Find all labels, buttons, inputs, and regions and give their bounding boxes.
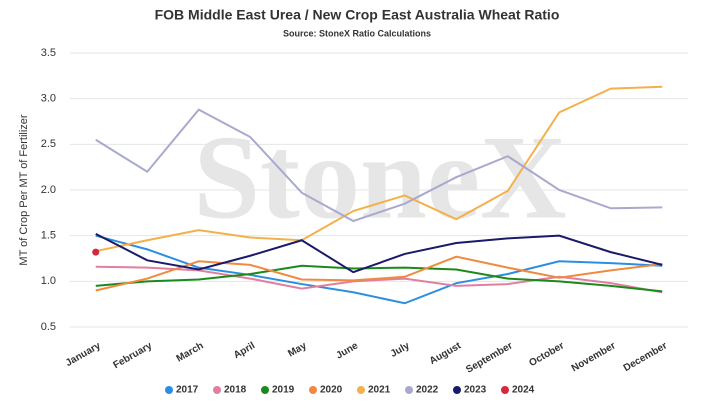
x-tick-label: June	[334, 340, 360, 361]
series-point	[92, 248, 100, 256]
x-tick-label: April	[232, 340, 257, 361]
legend-swatch	[165, 386, 173, 394]
x-tick-label: December	[622, 340, 669, 374]
y-tick-label: 2.5	[41, 138, 56, 150]
legend-swatch	[357, 386, 365, 394]
x-tick-label: November	[570, 340, 618, 374]
x-tick-label: September	[464, 340, 514, 375]
legend-swatch	[309, 386, 317, 394]
y-tick-label: 0.5	[41, 321, 56, 333]
legend-label: 2022	[416, 385, 439, 396]
series-line	[95, 265, 663, 294]
legend-label: 2024	[512, 385, 535, 396]
legend-swatch	[405, 386, 413, 394]
legend-label: 2019	[272, 385, 295, 396]
legend-label: 2023	[464, 385, 487, 396]
x-tick-label: January	[64, 340, 103, 369]
y-tick-label: 1.0	[41, 275, 56, 287]
x-tick-label: March	[175, 340, 206, 364]
series-line	[95, 108, 663, 223]
chart-subtitle: Source: StoneX Ratio Calculations	[283, 28, 431, 38]
series-line	[95, 85, 663, 253]
x-tick-label: August	[428, 340, 464, 367]
legend-swatch	[453, 386, 461, 394]
x-tick-label: May	[286, 340, 309, 359]
legend-swatch	[213, 386, 221, 394]
legend-label: 2020	[320, 385, 343, 396]
series-line	[95, 264, 663, 293]
series-line	[95, 255, 663, 292]
legend-label: 2017	[176, 385, 199, 396]
y-tick-label: 3.5	[41, 47, 56, 59]
y-tick-label: 2.0	[41, 184, 56, 196]
x-tick-label: July	[389, 340, 412, 360]
x-tick-label: October	[527, 340, 566, 369]
legend-label: 2018	[224, 385, 247, 396]
x-tick-label: February	[112, 340, 155, 371]
series-line	[95, 232, 663, 274]
y-tick-label: 1.5	[41, 230, 56, 242]
legend-swatch	[501, 386, 509, 394]
chart-title: FOB Middle East Urea / New Crop East Aus…	[155, 7, 560, 23]
y-tick-label: 3.0	[41, 93, 56, 105]
legend-swatch	[261, 386, 269, 394]
watermark: StoneX	[193, 111, 566, 244]
legend-label: 2021	[368, 385, 391, 396]
y-axis-title: MT of Crop Per MT of Fertilizer	[18, 114, 30, 266]
